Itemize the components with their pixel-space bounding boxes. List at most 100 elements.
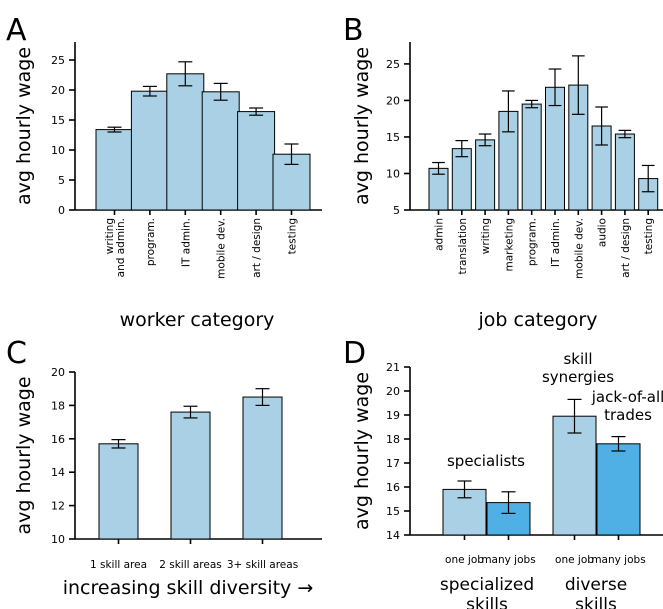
- x-tick-label: mobile dev.: [573, 218, 585, 279]
- x-tick-label-line: testing: [643, 218, 655, 254]
- error-bar-1: [142, 85, 157, 97]
- y-tick-label: 15: [386, 505, 400, 518]
- x-tick-label: testing: [643, 218, 655, 254]
- y-tick-label: 10: [51, 533, 65, 546]
- group-label-diverse-line: diverse: [565, 575, 627, 595]
- annotation-skill-synergies-line: skill: [563, 350, 592, 368]
- annotation-jack-of-all-trades-line: jack-of-all: [591, 388, 663, 406]
- error-bar-4: [249, 107, 264, 116]
- x-tick-label: mobile dev.: [216, 218, 228, 279]
- x-tick-label: writing: [480, 218, 492, 254]
- y-tick-label: 17: [386, 457, 400, 470]
- error-bar-2: [567, 398, 582, 434]
- error-bar-0: [432, 161, 445, 175]
- annotation-jack-of-all-trades-line: trades: [604, 406, 652, 424]
- y-tick-label: 15: [386, 131, 400, 144]
- bar-2: [552, 415, 597, 536]
- panel-letter: C: [6, 336, 27, 371]
- group-label-specialized: specialized skills: [440, 575, 534, 609]
- y-axis-label: avg hourly wage: [13, 47, 35, 205]
- bar-2: [242, 396, 283, 540]
- error-bar-0: [111, 439, 126, 449]
- y-axis-label: avg hourly wage: [351, 47, 373, 205]
- bar-8: [614, 133, 635, 211]
- annotation-skill-synergies: skill synergies: [542, 350, 614, 386]
- error-bar-5: [548, 68, 562, 107]
- panel-C: C 10 12 14 16 18 20 avg hourly wage 1 skill area…: [6, 336, 322, 599]
- panel-letter: B: [343, 13, 364, 48]
- bar-2: [475, 139, 496, 211]
- error-bar-1: [455, 140, 469, 158]
- bar-4: [237, 111, 276, 211]
- error-bar-6: [571, 55, 585, 115]
- x-tick-label-line: mobile dev.: [216, 218, 228, 279]
- x-tick-label: program.: [527, 218, 539, 266]
- bar-4: [521, 103, 542, 211]
- y-tick-label: 20: [386, 385, 400, 398]
- y-tick-label: 20: [386, 94, 400, 107]
- bar-0: [95, 129, 134, 211]
- y-tick-label: 0: [58, 204, 65, 217]
- error-bar-2: [255, 388, 270, 406]
- annotation-skill-synergies-line: synergies: [542, 368, 614, 386]
- y-tick-label: 19: [386, 409, 400, 422]
- error-bar-1: [501, 491, 516, 515]
- x-tick-label: audio: [597, 218, 609, 247]
- y-tick-label: 10: [51, 144, 65, 157]
- error-bar-4: [525, 99, 539, 109]
- y-axis-label: avg hourly wage: [351, 372, 373, 530]
- y-tick-label: 5: [58, 174, 65, 187]
- y-tick-label: 20: [51, 366, 65, 379]
- panel-letter: A: [6, 13, 27, 48]
- x-tick-label: IT admin.: [180, 218, 192, 267]
- error-bar-2: [178, 61, 193, 87]
- y-axis-label: avg hourly wage: [13, 376, 35, 534]
- x-tick-label-line: art / design: [620, 218, 632, 278]
- y-tick-label: 14: [51, 466, 65, 479]
- y-tick-label: 16: [386, 481, 400, 494]
- x-tick-label-line: writing: [480, 218, 492, 254]
- y-tick-label: 20: [51, 84, 65, 97]
- error-bar-7: [595, 106, 608, 146]
- x-tick-label-line: admin: [434, 218, 446, 251]
- error-bar-3: [213, 82, 228, 101]
- x-tick-label: admin: [434, 218, 446, 251]
- bar-2: [166, 73, 205, 211]
- x-tick-label-line: mobile dev.: [573, 218, 585, 279]
- x-axis-label: increasing skill diversity →: [63, 577, 314, 599]
- x-tick-label: marketing: [503, 218, 515, 272]
- y-tick-label: 25: [51, 54, 65, 67]
- error-bar-3: [502, 90, 515, 133]
- group-label-diverse: diverse skills: [565, 575, 627, 609]
- x-tick-label: 2 skill areas: [159, 559, 222, 571]
- bar-1: [170, 411, 211, 540]
- x-tick-label: IT admin.: [550, 218, 562, 267]
- x-tick-label: 3+ skill areas: [227, 559, 298, 571]
- y-tick-label: 5: [393, 204, 400, 217]
- annotation-specialists-line: specialists: [447, 452, 525, 470]
- y-tick-label: 25: [386, 58, 400, 71]
- error-bar-8: [618, 129, 632, 139]
- group-label-specialized-line: skills: [466, 595, 508, 609]
- x-tick-label: translation: [457, 218, 469, 274]
- bar-1: [130, 90, 169, 211]
- bar-0: [98, 443, 139, 540]
- x-tick-label-line: translation: [457, 218, 469, 274]
- x-tick-label: art / design: [620, 218, 632, 278]
- error-bar-5: [284, 143, 299, 165]
- panel-A: A 0 5 10 15 20 25 avg hourly wage writingand adm…: [6, 13, 322, 331]
- x-tick-label: 1 skill area: [90, 559, 147, 571]
- x-axis-label: job category: [478, 309, 598, 331]
- y-tick-label: 16: [51, 433, 65, 446]
- x-tick-label-line: and admin.: [115, 218, 127, 277]
- x-tick-label: one job: [555, 554, 594, 566]
- x-tick-label-line: marketing: [503, 218, 515, 272]
- error-bar-1: [183, 405, 198, 419]
- y-tick-label: 18: [386, 433, 400, 446]
- bar-3: [596, 443, 641, 536]
- x-tick-label-line: art / design: [251, 218, 263, 278]
- x-tick-label: writingand admin.: [104, 218, 127, 277]
- y-tick-label: 21: [386, 361, 400, 374]
